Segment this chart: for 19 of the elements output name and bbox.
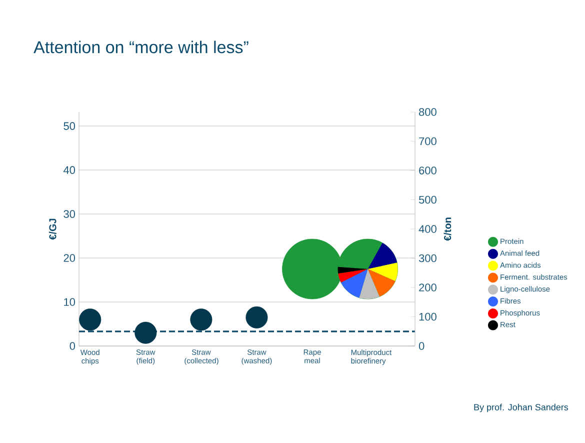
y-tick-label: 50: [64, 122, 76, 130]
y2-tick-label: 200: [419, 284, 436, 292]
text: By prof. Johan Sanders: [474, 404, 568, 412]
y2-tick-label: 600: [419, 166, 436, 174]
chart-title: Attention on “more with less”: [34, 40, 248, 54]
y2-tick-label: 400: [418, 225, 436, 233]
y2-tick-label: 800: [419, 108, 436, 116]
y-axis-title: €/GJ: [48, 218, 56, 240]
y-tick-label: 0: [70, 342, 76, 350]
y2-tick-label: 700: [419, 137, 436, 146]
y-tick-label: 40: [63, 166, 76, 174]
y-tick-label: 30: [64, 210, 76, 218]
y-tick-label: 10: [64, 298, 76, 306]
y2-tick-label: 100: [419, 312, 436, 321]
y2-tick-label: 0: [418, 342, 424, 350]
y-tick-label: 20: [64, 254, 76, 262]
y2-tick-label: 500: [418, 196, 436, 204]
y2-axis-title: €/ton: [444, 218, 452, 241]
y2-tick-label: 300: [418, 254, 436, 262]
